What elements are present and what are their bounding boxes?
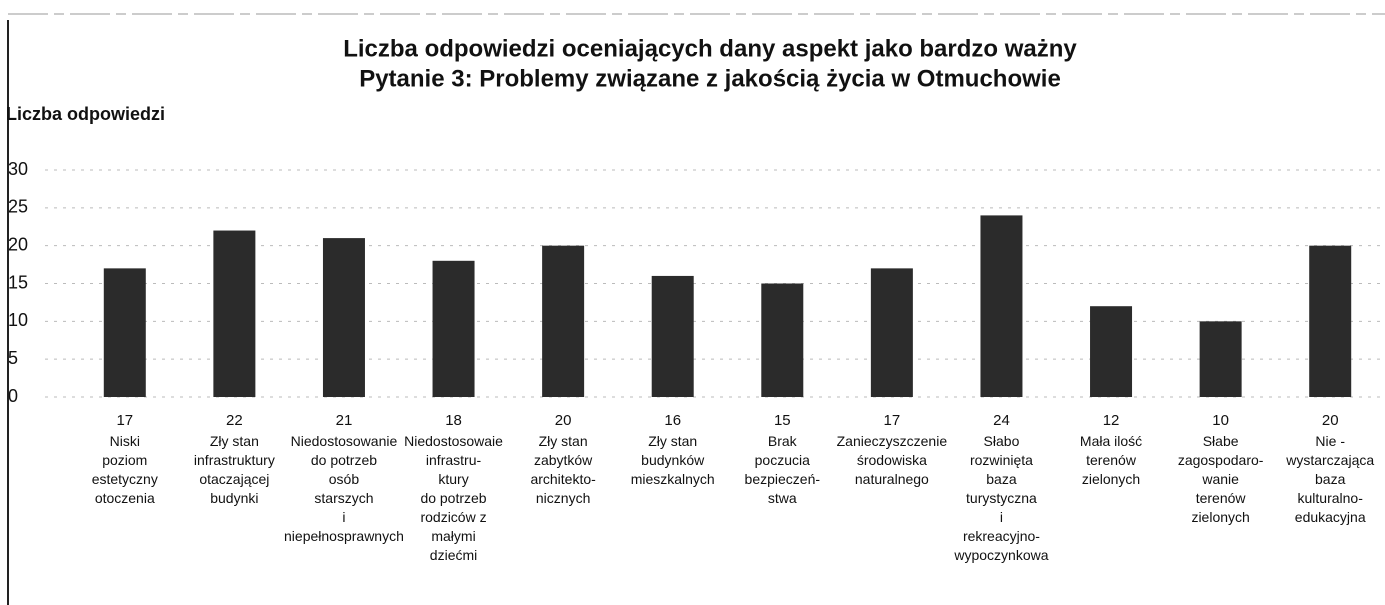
x-tick-label: Niski poziom estetyczny otoczenia [91, 433, 158, 506]
bar [651, 275, 694, 397]
bar [1199, 321, 1242, 397]
bar [432, 260, 475, 397]
x-tick-label: Słabe zagospodaro- wanie terenów zielony… [1177, 433, 1264, 525]
value-label: 17 [116, 412, 134, 429]
y-tick-label: 20 [8, 234, 28, 254]
y-tick-label: 30 [8, 159, 28, 179]
bar [870, 268, 913, 397]
x-tick-label: Nie - wystarczająca baza kulturalno- edu… [1286, 433, 1375, 525]
value-label: 18 [445, 412, 462, 429]
x-tick-label: Słabo rozwinięta baza turystyczna i rekr… [954, 433, 1049, 563]
y-axis-label: Liczba odpowiedzi [6, 104, 165, 124]
x-tick-label: Zanieczyszczenie środowiska naturalnego [836, 433, 948, 487]
x-tick-label: Mała ilość terenów zielonych [1079, 433, 1143, 487]
chart-title: Liczba odpowiedzi oceniających dany aspe… [343, 35, 1077, 62]
y-tick-label: 10 [8, 310, 28, 330]
x-tick-label: Zły stan infrastruktury otaczającej budy… [193, 433, 275, 506]
bar [322, 238, 365, 397]
y-tick-label: 15 [8, 272, 28, 292]
value-label: 10 [1212, 412, 1229, 429]
value-label: 20 [1321, 412, 1339, 429]
x-tick-label: Niedostosowanie do potrzeb osób starszyc… [284, 433, 404, 544]
value-label: 16 [664, 412, 682, 429]
y-tick-label: 0 [8, 386, 18, 406]
value-label: 15 [773, 412, 791, 429]
x-tick-label: Zły stan budynków mieszkalnych [630, 433, 715, 487]
y-tick-label: 25 [8, 197, 28, 217]
bar [1309, 245, 1352, 397]
bar [980, 215, 1023, 397]
bar [103, 268, 146, 397]
x-tick-label: Zły stan zabytków architekto- nicznych [530, 433, 596, 506]
y-tick-label: 5 [8, 348, 18, 368]
bar [1090, 306, 1133, 397]
value-label: 17 [883, 412, 901, 429]
bar [213, 230, 256, 397]
value-label: 24 [993, 412, 1010, 429]
chart-subtitle: Pytanie 3: Problemy związane z jakością … [359, 65, 1061, 92]
value-label: 21 [335, 412, 353, 429]
x-tick-label: Niedostosowaie infrastru- ktury do potrz… [404, 433, 503, 563]
value-label: 20 [554, 412, 572, 429]
bar [761, 283, 804, 397]
value-label: 12 [1102, 412, 1120, 429]
bar [542, 245, 585, 397]
x-tick-label: Brak poczucia bezpieczeń- stwa [744, 433, 821, 506]
value-label: 22 [226, 412, 243, 429]
